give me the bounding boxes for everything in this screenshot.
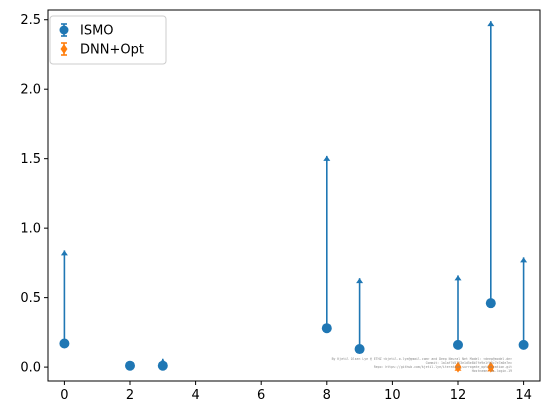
x-tick-label: 2 (126, 388, 134, 403)
data-point-ismo (59, 338, 70, 349)
upper-limit-arrow (60, 250, 68, 256)
x-tick-label: 6 (257, 388, 265, 403)
data-point-ismo (518, 339, 529, 350)
legend: ISMO DNN+Opt (49, 15, 167, 65)
data-point-ismo (485, 298, 496, 309)
upper-limit-arrow (487, 21, 495, 27)
y-tick-label: 2.5 (20, 13, 41, 28)
x-tick-label: 8 (323, 388, 331, 403)
y-tick-label: 1.5 (20, 152, 41, 167)
x-tick-label: 10 (384, 388, 401, 403)
legend-label: ISMO (80, 24, 114, 39)
y-tick-label: 0.5 (20, 291, 41, 306)
data-point-ismo (157, 360, 168, 371)
legend-label: DNN+Opt (80, 43, 144, 58)
upper-limit-arrow (520, 257, 528, 263)
watermark-line: Hostname: ss-login-19 (472, 369, 512, 373)
data-point-ismo (321, 323, 332, 334)
data-point-dnn-opt (454, 361, 462, 373)
watermark-line: By Kjetil Olsen Lye @ ETHZ <kjetil.o.lye… (332, 357, 512, 361)
upper-limit-arrow (323, 155, 331, 161)
data-point-ismo (125, 360, 135, 371)
x-tick-label: 14 (515, 388, 532, 403)
legend-box (49, 15, 167, 65)
legend-marker-ismo (59, 25, 69, 35)
data-point-ismo (354, 344, 365, 355)
chart-axes: 0 2 4 6 8 10 12 14 0.0 0.5 1.0 1.5 2.0 2.5 (20, 9, 541, 403)
data-point-dnn-opt (487, 361, 495, 373)
watermark: By Kjetil Olsen Lye @ ETHZ <kjetil.o.lye… (332, 357, 512, 373)
x-tick-label: 12 (450, 388, 467, 403)
chart-marks (59, 21, 529, 373)
upper-limit-arrow (454, 275, 462, 281)
x-tick-label: 4 (191, 388, 199, 403)
upper-limit-arrow (356, 278, 364, 284)
x-tick-label: 0 (60, 388, 68, 403)
y-tick-label: 1.0 (20, 222, 41, 237)
data-point-ismo (453, 339, 463, 350)
watermark-line: Repo: https://github.com/kjetil-lye/iter… (374, 365, 512, 369)
plot-frame (47, 9, 541, 382)
y-tick-label: 0.0 (20, 361, 41, 376)
y-tick-label: 2.0 (20, 83, 41, 98)
watermark-line: Commit: 1a1af7d5753e1d5e8b7fe9e1fb3c7e7a… (426, 361, 512, 365)
legend-marker-dnn-opt (60, 44, 68, 54)
